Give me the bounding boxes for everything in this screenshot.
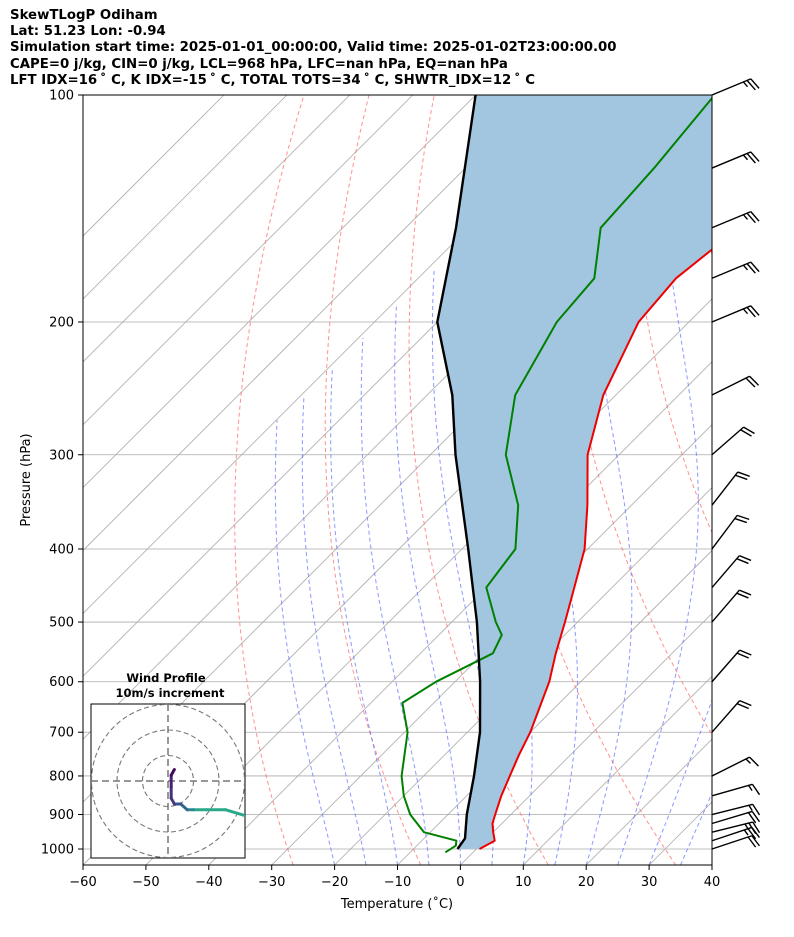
isotherm-line xyxy=(460,612,712,865)
isotherm-line xyxy=(271,424,712,865)
x-tick-label: 0 xyxy=(456,875,464,890)
isotherm-line xyxy=(83,95,288,300)
dry-adiabat xyxy=(408,95,549,865)
x-tick-label: 10 xyxy=(515,875,532,890)
wind-barb xyxy=(711,803,761,816)
y-tick-label: 400 xyxy=(49,542,74,557)
y-tick-label: 100 xyxy=(49,89,74,104)
dewpoint-line xyxy=(400,96,712,854)
hodograph-subtitle: 10m/s increment xyxy=(116,686,225,700)
hodograph-title: Wind Profile xyxy=(126,671,206,685)
moist-adiabat xyxy=(360,337,430,865)
isotherm-line xyxy=(83,95,539,552)
wind-barb xyxy=(711,514,750,550)
x-tick-label: −40 xyxy=(195,875,222,890)
moist-adiabat xyxy=(617,95,699,865)
temperature-line xyxy=(479,248,712,850)
moist-adiabat xyxy=(301,395,367,865)
parcel-shade-area xyxy=(437,95,712,849)
title-location: Lat: 51.23 Lon: -0.94 xyxy=(10,24,166,40)
hodograph-ring xyxy=(91,704,245,858)
wind-barb xyxy=(711,821,761,835)
x-tick-label: 40 xyxy=(704,875,721,890)
y-tick-label: 1000 xyxy=(41,843,74,858)
wind-barb xyxy=(711,835,760,850)
hodograph-trace-segment xyxy=(223,808,245,817)
title-indices: LFT IDX=16 ˚ C, K IDX=-15 ˚ C, TOTAL TOT… xyxy=(10,72,535,88)
dry-adiabat xyxy=(324,95,422,865)
isotherm-line xyxy=(83,95,413,426)
isotherm-line xyxy=(334,487,712,865)
moist-adiabat xyxy=(274,420,336,865)
moist-adiabat xyxy=(711,863,712,865)
x-axis-label: Temperature (˚C) xyxy=(340,896,453,912)
moist-adiabat xyxy=(394,305,461,865)
x-tick-label: −60 xyxy=(69,875,96,890)
moist-adiabat xyxy=(648,698,712,865)
dry-adiabat xyxy=(628,95,712,534)
x-tick-label: −30 xyxy=(258,875,285,890)
wind-barb xyxy=(711,699,752,733)
isotherm-line xyxy=(711,864,712,865)
y-tick-label: 900 xyxy=(49,808,74,823)
x-tick-label: 20 xyxy=(578,875,595,890)
x-tick-label: −20 xyxy=(321,875,348,890)
parcel-line xyxy=(436,95,482,850)
moist-adiabat xyxy=(680,791,712,865)
wind-barb xyxy=(711,783,761,797)
isotherm-line xyxy=(83,95,225,237)
y-tick-label: 800 xyxy=(49,769,74,784)
isotherm-line xyxy=(83,95,351,363)
wind-barb xyxy=(711,210,760,229)
isotherm-line xyxy=(83,95,476,489)
isotherm-line xyxy=(523,675,712,865)
hodograph-trace-segment xyxy=(169,768,176,777)
y-tick-label: 300 xyxy=(49,448,74,463)
wind-barb xyxy=(711,589,752,623)
title-block: SkewTLogP Odiham Lat: 51.23 Lon: -0.94 S… xyxy=(10,8,790,89)
moist-adiabat xyxy=(525,168,578,865)
wind-barb xyxy=(711,305,760,323)
title-cape-summary: CAPE=0 j/kg, CIN=0 j/kg, LCL=968 hPa, LF… xyxy=(10,56,508,72)
wind-barb xyxy=(711,649,752,683)
dry-adiabat xyxy=(234,95,305,865)
wind-barb xyxy=(711,555,752,588)
wind-barb xyxy=(711,426,755,456)
title-station: SkewTLogP Odiham xyxy=(10,8,158,23)
y-tick-label: 500 xyxy=(49,616,74,631)
y-tick-label: 700 xyxy=(49,726,74,741)
wind-barb xyxy=(711,810,761,825)
wind-barb xyxy=(711,756,760,777)
y-axis-label: Pressure (hPa) xyxy=(19,433,34,526)
y-tick-label: 200 xyxy=(49,315,74,330)
dry-adiabat xyxy=(760,95,794,865)
x-tick-label: −50 xyxy=(132,875,159,890)
wind-barb xyxy=(711,471,750,506)
x-tick-label: −10 xyxy=(384,875,411,890)
wind-barb xyxy=(711,78,760,96)
y-tick-label: 600 xyxy=(49,675,74,690)
moist-adiabat xyxy=(330,367,398,865)
wind-barb xyxy=(711,375,760,396)
wind-barb xyxy=(711,151,760,169)
x-tick-label: 30 xyxy=(641,875,658,890)
title-times: Simulation start time: 2025-01-01_00:00:… xyxy=(10,40,617,56)
wind-barb xyxy=(711,261,760,279)
isotherm-line xyxy=(208,361,712,865)
